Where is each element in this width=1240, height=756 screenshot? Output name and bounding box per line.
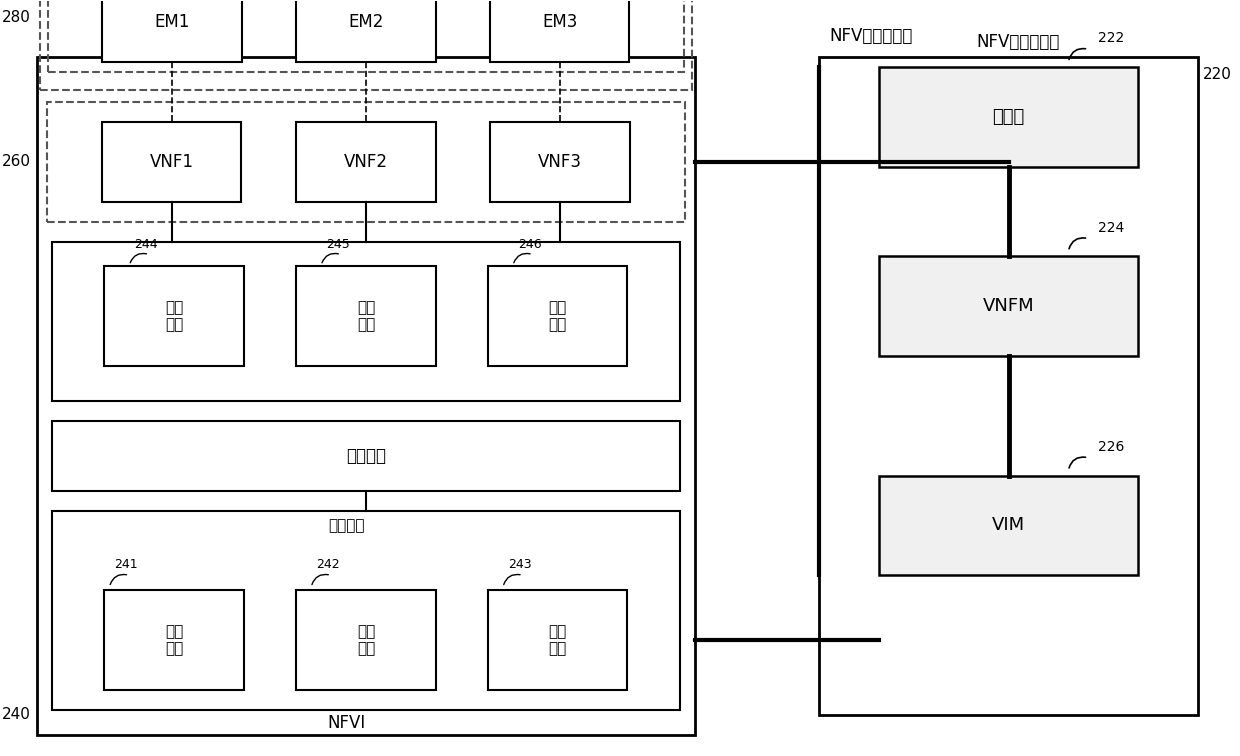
Bar — [104, 266, 244, 366]
Text: EM1: EM1 — [155, 14, 190, 31]
Bar — [37, 57, 694, 735]
Bar — [489, 266, 627, 366]
Text: NFV管理和编排: NFV管理和编排 — [830, 27, 913, 45]
Bar — [103, 0, 242, 62]
Text: 虚拟
网络: 虚拟 网络 — [548, 300, 567, 333]
Text: 网络
硬件: 网络 硬件 — [548, 624, 567, 656]
Bar — [40, 0, 692, 90]
Bar — [52, 510, 680, 710]
Text: VNF1: VNF1 — [150, 153, 193, 171]
Text: 222: 222 — [1099, 31, 1125, 45]
Text: 226: 226 — [1099, 440, 1125, 454]
Text: 240: 240 — [2, 708, 31, 722]
Bar — [879, 476, 1138, 575]
Text: 280: 280 — [2, 11, 31, 26]
Text: 虚拟
存储: 虚拟 存储 — [357, 300, 374, 333]
Text: VNF2: VNF2 — [343, 153, 388, 171]
Bar — [820, 57, 1198, 714]
Text: 编排器: 编排器 — [992, 108, 1024, 126]
Text: 虚拟化层: 虚拟化层 — [346, 447, 386, 465]
Text: 硬件资源: 硬件资源 — [327, 518, 365, 533]
Bar — [48, 0, 683, 72]
Bar — [296, 122, 435, 202]
Bar — [491, 122, 630, 202]
Text: 243: 243 — [508, 558, 532, 572]
Text: 存储
硬件: 存储 硬件 — [357, 624, 374, 656]
Text: 241: 241 — [114, 558, 138, 572]
Text: EM2: EM2 — [348, 14, 383, 31]
Bar — [296, 266, 435, 366]
Bar — [879, 67, 1138, 167]
Text: 244: 244 — [134, 238, 157, 252]
Text: 220: 220 — [1203, 67, 1231, 82]
Text: 246: 246 — [518, 238, 542, 252]
Bar — [102, 122, 242, 202]
Bar — [104, 590, 244, 689]
Bar — [490, 0, 630, 62]
Text: 计算
硬件: 计算 硬件 — [165, 624, 184, 656]
Text: 224: 224 — [1099, 221, 1125, 234]
Bar — [879, 256, 1138, 356]
Bar — [296, 0, 435, 62]
Bar — [52, 421, 680, 491]
Text: VNF3: VNF3 — [538, 153, 583, 171]
Bar — [47, 102, 684, 222]
Bar — [52, 241, 680, 401]
Bar — [296, 590, 435, 689]
Text: EM3: EM3 — [542, 14, 578, 31]
Text: VNFM: VNFM — [983, 297, 1034, 315]
Text: NFVI: NFVI — [327, 714, 365, 732]
Text: NFV管理和编排: NFV管理和编排 — [977, 33, 1060, 51]
Text: 242: 242 — [316, 558, 340, 572]
Text: 260: 260 — [2, 154, 31, 169]
Text: 245: 245 — [326, 238, 350, 252]
Bar — [489, 590, 627, 689]
Text: 虚拟
计算: 虚拟 计算 — [165, 300, 184, 333]
Text: VIM: VIM — [992, 516, 1025, 534]
